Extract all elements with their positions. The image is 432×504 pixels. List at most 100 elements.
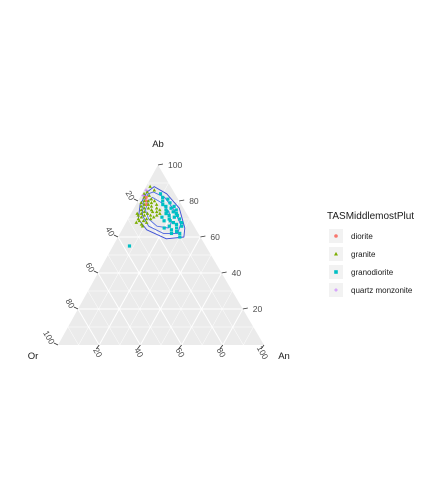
point-granodiorite bbox=[171, 221, 175, 225]
grid-line bbox=[147, 182, 244, 346]
tick-mark bbox=[200, 235, 206, 238]
point-granodiorite bbox=[174, 222, 179, 226]
point-granodiorite bbox=[178, 235, 182, 239]
point-granodiorite bbox=[180, 221, 184, 225]
legend-label: granodiorite bbox=[351, 268, 394, 277]
point-granodiorite bbox=[167, 217, 171, 221]
tick-label-ab: 100 bbox=[168, 160, 182, 170]
axis-title-or: Or bbox=[28, 351, 39, 362]
point-granodiorite bbox=[174, 226, 179, 230]
grid-line bbox=[97, 272, 141, 346]
grid-line bbox=[77, 308, 100, 346]
point-granodiorite bbox=[164, 212, 168, 216]
tick-mark bbox=[95, 344, 100, 350]
point-granite bbox=[149, 197, 154, 201]
point-granite bbox=[154, 206, 159, 210]
point-granite bbox=[148, 213, 153, 217]
point-granodiorite bbox=[167, 224, 171, 228]
tick-mark bbox=[221, 271, 227, 274]
point-granodiorite bbox=[169, 206, 173, 210]
point-granodiorite bbox=[175, 230, 179, 234]
grid-line bbox=[107, 254, 162, 346]
point-granite bbox=[152, 199, 157, 203]
point-granite bbox=[158, 211, 162, 215]
grid-line bbox=[78, 182, 169, 346]
point-granite bbox=[147, 193, 151, 197]
tick-label-an: 80 bbox=[215, 346, 229, 359]
point-granite bbox=[146, 202, 151, 206]
axis-title-an: An bbox=[278, 351, 290, 362]
tick-label-ab: 40 bbox=[232, 268, 242, 278]
legend-title: TASMiddlemostPlut bbox=[327, 211, 414, 222]
legend-label: diorite bbox=[351, 232, 373, 241]
tick-label-an: 40 bbox=[132, 346, 146, 359]
tick-mark bbox=[93, 270, 99, 274]
point-granite bbox=[149, 204, 154, 208]
point-granite bbox=[142, 209, 147, 214]
point-granodiorite bbox=[161, 195, 165, 199]
legend-label: quartz monzonite bbox=[351, 286, 413, 295]
point-granodiorite bbox=[168, 201, 172, 205]
tick-label-or: 80 bbox=[64, 297, 78, 310]
point-granodiorite bbox=[171, 210, 175, 214]
legend-marker bbox=[334, 234, 338, 238]
point-granodiorite bbox=[174, 208, 178, 212]
point-granodiorite bbox=[127, 244, 132, 248]
point-granodiorite bbox=[158, 192, 163, 196]
tick-mark bbox=[53, 342, 59, 346]
grid-line bbox=[243, 326, 254, 346]
point-granite bbox=[134, 220, 139, 224]
point-granite bbox=[148, 217, 153, 221]
point-granodiorite bbox=[164, 208, 168, 212]
point-granite bbox=[141, 218, 146, 223]
point-granite bbox=[145, 211, 150, 215]
point-granite bbox=[142, 206, 147, 210]
tick-label-or: 60 bbox=[84, 261, 98, 274]
point-granite bbox=[142, 213, 147, 217]
tick-mark bbox=[219, 344, 224, 350]
point-granite bbox=[152, 188, 157, 192]
point-granite bbox=[150, 209, 155, 214]
point-granite bbox=[154, 202, 159, 206]
point-granodiorite bbox=[161, 203, 165, 207]
point-granodiorite bbox=[167, 213, 171, 217]
tick-mark bbox=[137, 344, 141, 350]
point-granite bbox=[144, 220, 149, 224]
grid-line bbox=[222, 308, 244, 346]
point-granite bbox=[158, 208, 162, 212]
point-granite bbox=[146, 199, 151, 203]
point-granite bbox=[139, 208, 143, 212]
density-contour-line bbox=[137, 186, 186, 240]
tick-mark bbox=[260, 344, 265, 350]
tick-mark bbox=[133, 198, 139, 202]
grid-line bbox=[201, 290, 233, 346]
point-granodiorite bbox=[166, 197, 170, 201]
point-granodiorite bbox=[161, 199, 165, 203]
point-granite bbox=[139, 211, 144, 215]
tick-label-or: 20 bbox=[124, 189, 138, 202]
point-granite bbox=[137, 218, 142, 223]
grid-line bbox=[67, 326, 79, 346]
point-granodiorite bbox=[162, 219, 166, 223]
point-granite bbox=[151, 215, 156, 219]
grid-line bbox=[119, 218, 191, 346]
tick-mark bbox=[178, 344, 182, 350]
tick-label-ab: 20 bbox=[253, 304, 263, 314]
tick-mark bbox=[73, 306, 79, 310]
point-granite bbox=[142, 195, 146, 199]
point-granite bbox=[146, 206, 151, 210]
tick-mark bbox=[113, 234, 119, 238]
point-granite bbox=[145, 190, 149, 194]
legend-marker bbox=[334, 270, 338, 274]
point-granodiorite bbox=[168, 219, 172, 223]
legend: TASMiddlemostPlut diorite granite granodio… bbox=[327, 211, 414, 297]
point-granite bbox=[142, 199, 146, 203]
tick-label-ab: 80 bbox=[189, 196, 199, 206]
point-granite bbox=[136, 213, 140, 217]
point-granite bbox=[144, 217, 149, 221]
tick-label-an: 20 bbox=[91, 346, 105, 359]
tick-mark bbox=[157, 163, 164, 166]
legend-items: diorite granite granodiorite quartz monzoni… bbox=[329, 229, 413, 297]
